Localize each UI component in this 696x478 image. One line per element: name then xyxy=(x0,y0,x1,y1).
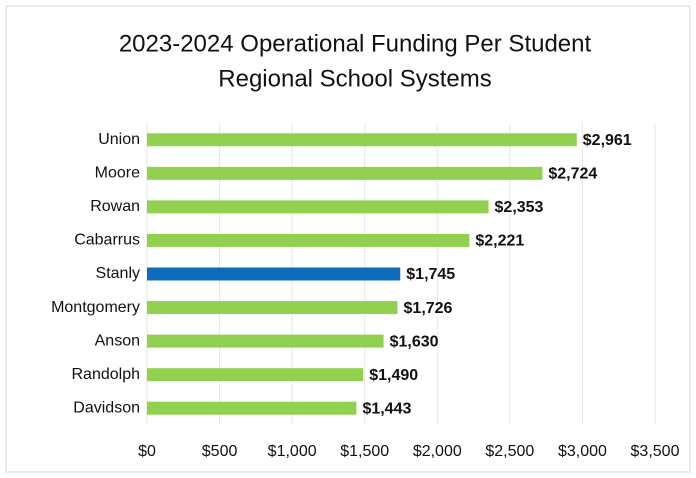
value-label: $1,443 xyxy=(362,400,411,417)
value-label: $1,630 xyxy=(390,333,439,350)
value-label: $2,353 xyxy=(495,199,544,216)
x-tick-label: $3,500 xyxy=(631,443,680,460)
bar xyxy=(147,233,470,247)
x-tick-label: $1,500 xyxy=(340,443,389,460)
y-tick-label: Montgomery xyxy=(51,299,140,316)
y-tick-label: Stanly xyxy=(96,265,140,282)
bar xyxy=(147,267,401,281)
value-label: $1,490 xyxy=(369,367,418,384)
chart-subtitle: Regional School Systems xyxy=(218,65,491,92)
x-tick-label: $0 xyxy=(138,443,156,460)
value-label: $2,724 xyxy=(548,166,597,183)
x-tick-label: $2,000 xyxy=(413,443,462,460)
y-tick-label: Moore xyxy=(95,165,140,182)
chart-title: 2023-2024 Operational Funding Per Studen… xyxy=(119,30,592,57)
y-tick-label: Cabarrus xyxy=(74,232,140,249)
bar xyxy=(147,301,398,315)
bar xyxy=(147,334,384,348)
y-tick-label: Davidson xyxy=(73,399,140,416)
bar xyxy=(147,166,543,180)
value-label: $1,726 xyxy=(404,300,453,317)
bar xyxy=(147,200,489,214)
x-tick-label: $1,000 xyxy=(268,443,317,460)
y-tick-label: Anson xyxy=(95,332,140,349)
bar xyxy=(147,368,364,382)
x-tick-label: $3,000 xyxy=(558,443,607,460)
bar xyxy=(147,401,357,415)
x-tick-label: $2,500 xyxy=(485,443,534,460)
value-label: $2,221 xyxy=(475,233,524,250)
value-label: $1,745 xyxy=(406,266,455,283)
y-tick-label: Union xyxy=(98,131,140,148)
y-tick-label: Rowan xyxy=(90,198,140,215)
y-tick-label: Randolph xyxy=(72,366,141,383)
bar xyxy=(147,133,577,147)
x-tick-label: $500 xyxy=(202,443,238,460)
value-label: $2,961 xyxy=(583,132,632,149)
